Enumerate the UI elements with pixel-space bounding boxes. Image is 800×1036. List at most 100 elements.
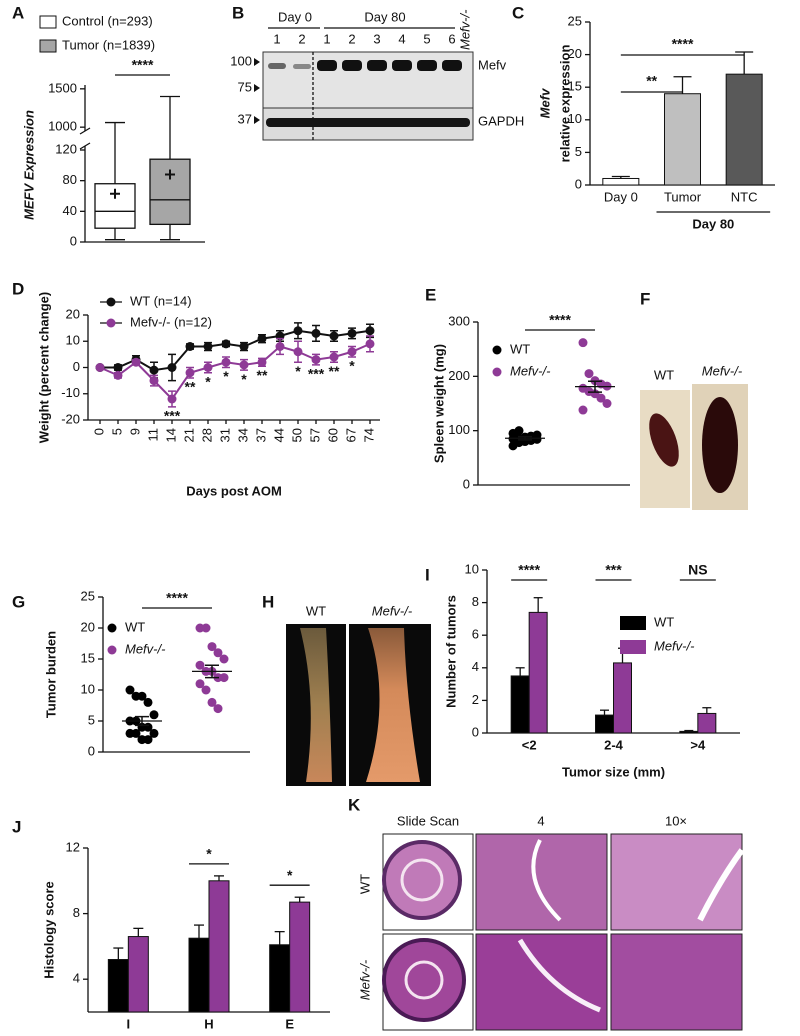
y-tick-label: 2 xyxy=(472,692,479,707)
legend-marker xyxy=(107,645,117,655)
y-tick-label: 10 xyxy=(465,561,479,576)
y-tick-label: 10 xyxy=(81,681,95,696)
bar xyxy=(528,611,548,734)
x-tick-label: 21 xyxy=(181,428,196,442)
point xyxy=(257,334,267,344)
gapdh-bands xyxy=(266,118,470,127)
sem-bar xyxy=(205,664,219,679)
point xyxy=(131,728,141,738)
point xyxy=(514,426,524,436)
y-tick-label: 5 xyxy=(575,144,582,159)
mean-marker xyxy=(165,169,175,180)
lumen xyxy=(517,938,601,1013)
point xyxy=(578,405,588,415)
y-tick-label: 12 xyxy=(66,839,80,854)
y-tick-label: 1500 xyxy=(48,80,77,95)
y-tick-label: 0 xyxy=(70,233,77,248)
blot-panel: B Day 0 Day 80 1 2 1 2 3 4 5 6 Mefv-/- 1… xyxy=(230,3,524,141)
y-tick-label: 4 xyxy=(472,659,479,674)
point xyxy=(365,326,375,336)
x-tick-label: 60 xyxy=(325,428,340,442)
y-tick-label: -20 xyxy=(61,411,80,426)
axis-break xyxy=(79,127,91,135)
point xyxy=(347,347,357,357)
x-tick-label: Day 0 xyxy=(604,189,638,204)
y-tick-label: 25 xyxy=(81,588,95,603)
panel-label: E xyxy=(425,285,436,304)
spleen xyxy=(649,413,679,467)
point xyxy=(149,710,159,720)
marker-label: 100 xyxy=(230,53,252,68)
column-header: 10× xyxy=(665,813,687,828)
significance: * xyxy=(349,358,355,374)
point xyxy=(293,347,303,357)
legend-marker xyxy=(107,623,117,633)
significance: * xyxy=(287,867,293,883)
bar xyxy=(289,901,311,1013)
y-tick-label: 8 xyxy=(472,594,479,609)
spleen-panel: F WT Mefv-/- xyxy=(640,289,748,510)
point xyxy=(532,430,542,440)
lane-label: 5 xyxy=(423,31,430,46)
x-tick-label: E xyxy=(285,1016,294,1031)
point xyxy=(195,679,205,689)
micrograph xyxy=(610,933,743,1031)
y-tick-label: 80 xyxy=(63,172,77,187)
point xyxy=(203,363,213,372)
bar xyxy=(664,93,701,186)
y-axis-label: Number of tumors xyxy=(443,595,458,708)
y-tick-label: 20 xyxy=(568,46,582,61)
point xyxy=(329,352,339,362)
point xyxy=(584,369,594,379)
point xyxy=(578,338,588,348)
y-axis-label: Histology score xyxy=(41,881,56,979)
significance: **** xyxy=(132,57,154,73)
bar xyxy=(127,936,149,1013)
y-tick-label: 10 xyxy=(568,111,582,126)
column-header: Slide Scan xyxy=(397,813,459,828)
bar xyxy=(269,944,291,1013)
panel-label: D xyxy=(12,279,24,298)
group-label: Day 0 xyxy=(278,9,312,24)
box xyxy=(149,158,191,226)
legend-label: WT (n=14) xyxy=(130,293,192,308)
point xyxy=(195,660,205,670)
y-tick-label: 20 xyxy=(81,619,95,634)
y-tick-label: 5 xyxy=(88,712,95,727)
legend-swatch xyxy=(620,640,646,654)
bar xyxy=(613,662,632,734)
y-tick-label: 0 xyxy=(88,743,95,758)
image-caption: Mefv-/- xyxy=(702,363,743,378)
colon xyxy=(300,628,332,782)
point xyxy=(219,673,229,683)
x-tick-label: 5 xyxy=(109,428,124,435)
legend-swatch xyxy=(39,39,57,53)
lane-label: 1 xyxy=(323,31,330,46)
y-tick-label: -10 xyxy=(61,385,80,400)
y-axis-label: Spleen weight (mg) xyxy=(431,344,446,463)
tissue xyxy=(400,858,444,902)
x-tick-label: I xyxy=(127,1016,131,1031)
x-tick-label: 67 xyxy=(343,428,358,442)
point xyxy=(219,654,229,664)
y-tick-label: 20 xyxy=(66,306,80,321)
point xyxy=(185,342,195,351)
legend-label: Control (n=293) xyxy=(62,13,153,28)
legend-label: Mefv-/- xyxy=(125,641,166,656)
point xyxy=(207,697,217,707)
panel-label: J xyxy=(12,817,21,836)
panel-label: F xyxy=(640,289,650,308)
point xyxy=(201,623,211,633)
x-axis-label: Tumor size (mm) xyxy=(562,764,665,779)
y-axis-label: relative expression xyxy=(557,45,572,163)
y-axis-label: MEFV Expression xyxy=(21,110,36,220)
point xyxy=(149,728,159,738)
point xyxy=(275,342,285,351)
bar xyxy=(725,73,763,186)
x-tick-label: 0 xyxy=(91,428,106,435)
significance: NS xyxy=(688,562,707,578)
group-label: Day 80 xyxy=(364,9,405,24)
histology-panel: K Slide Scan 4 10× WT Mefv-/- xyxy=(348,795,745,1031)
legend-swatch xyxy=(620,616,646,630)
x-tick-label: 9 xyxy=(127,428,142,435)
